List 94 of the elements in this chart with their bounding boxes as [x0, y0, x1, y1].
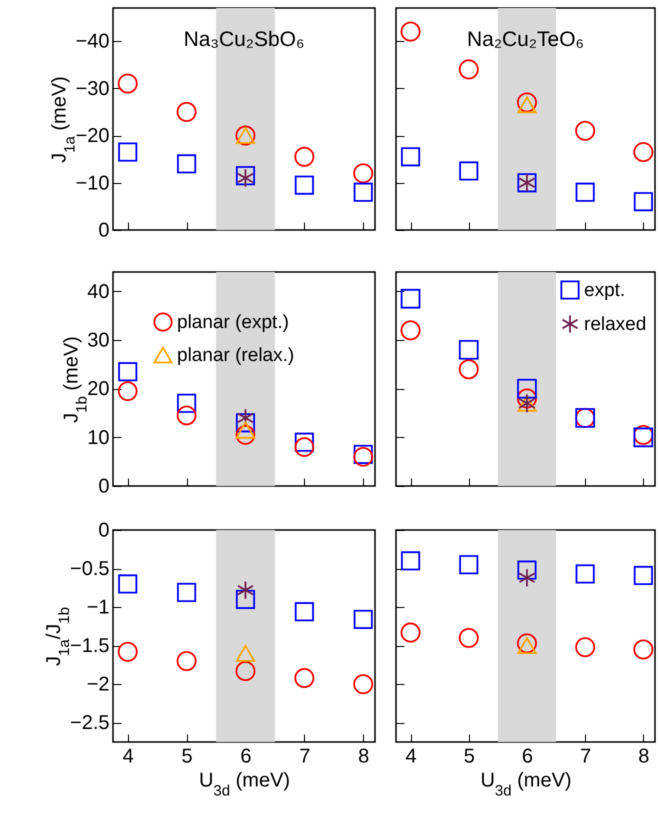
y-tick-label: −40 [76, 30, 110, 53]
legend-label: relaxed [584, 314, 646, 335]
y-tick-label: −2 [86, 674, 110, 696]
text: Na₃Cu₂SbO₆ [184, 28, 304, 51]
x-tick-label: 6 [240, 746, 252, 768]
point [235, 661, 256, 682]
point [294, 176, 314, 195]
x-axis-title: U$_{3d}$ (meV) [480, 770, 572, 799]
point [400, 147, 420, 166]
x-tick-label: 8 [638, 746, 650, 768]
y-tick-label: 0 [98, 520, 110, 542]
point [353, 163, 374, 184]
point [400, 288, 420, 309]
point [575, 637, 596, 658]
point [176, 102, 197, 122]
point [236, 644, 256, 662]
legend-label: expt. [584, 280, 626, 301]
point [236, 421, 256, 439]
point [634, 566, 653, 586]
y-tick-label: −0.5 [70, 558, 110, 580]
point [294, 602, 314, 622]
point [294, 668, 314, 688]
y-tick-label: 10 [87, 426, 110, 449]
y-tick-label: 20 [87, 378, 110, 400]
point [633, 142, 654, 162]
point [236, 413, 256, 432]
point [294, 432, 314, 452]
point [400, 622, 421, 642]
point [294, 437, 314, 457]
point [634, 192, 653, 212]
point [575, 120, 596, 141]
text: Na₂Cu₂TeO₆ [467, 28, 584, 51]
point [458, 628, 479, 648]
y-tick-label: 30 [87, 330, 110, 352]
y-tick-label: −2.5 [70, 712, 110, 734]
x-tick-label: 7 [299, 746, 310, 768]
point [458, 59, 479, 80]
x-tick-label: 4 [405, 746, 417, 768]
point [118, 381, 138, 401]
point [516, 92, 537, 112]
point [118, 362, 138, 382]
x-tick-label: 5 [182, 746, 193, 768]
y-tick-label: −1.5 [70, 635, 110, 658]
x-tick-label: 8 [358, 746, 370, 768]
point [236, 590, 256, 609]
point [177, 394, 196, 413]
point [633, 640, 654, 660]
point [118, 642, 138, 662]
point [294, 146, 314, 167]
x-tick-label: 6 [522, 746, 534, 768]
legend-label: planar (relax.) [177, 345, 294, 366]
point [400, 320, 421, 340]
point [459, 161, 478, 181]
point [118, 574, 138, 594]
point [353, 446, 374, 467]
x-axis-title: U$_{3d}$ (meV) [198, 770, 290, 799]
point [400, 551, 420, 570]
point [576, 564, 595, 584]
point [177, 154, 196, 174]
point [118, 142, 138, 162]
point [176, 651, 197, 672]
point [517, 637, 537, 654]
point [516, 633, 537, 654]
point [517, 378, 537, 399]
point [354, 610, 373, 629]
point [517, 96, 537, 114]
point [353, 674, 374, 694]
legend-label: planar (expt.) [177, 312, 289, 333]
y-tick-label: 40 [87, 280, 110, 303]
x-tick-label: 5 [464, 746, 475, 768]
x-tick-label: 4 [122, 746, 134, 768]
point [517, 560, 537, 580]
point [458, 340, 479, 360]
y-tick-label: −10 [76, 172, 110, 194]
point [459, 555, 478, 574]
point [237, 580, 254, 600]
y-tick-label: −1 [86, 596, 110, 619]
y-tick-label: −30 [76, 78, 110, 100]
point [236, 425, 256, 445]
point [177, 582, 196, 602]
y-tick-label: −20 [76, 125, 110, 148]
point [237, 408, 254, 428]
point [176, 406, 196, 426]
point [354, 182, 373, 202]
point [458, 359, 479, 380]
y-tick-label: 0 [98, 476, 110, 498]
y-tick-label: 0 [98, 220, 110, 242]
point [118, 74, 138, 94]
point [400, 22, 421, 42]
point [516, 388, 537, 408]
point [518, 568, 536, 588]
point [354, 444, 373, 464]
x-tick-label: 7 [580, 746, 592, 768]
point [576, 182, 595, 202]
